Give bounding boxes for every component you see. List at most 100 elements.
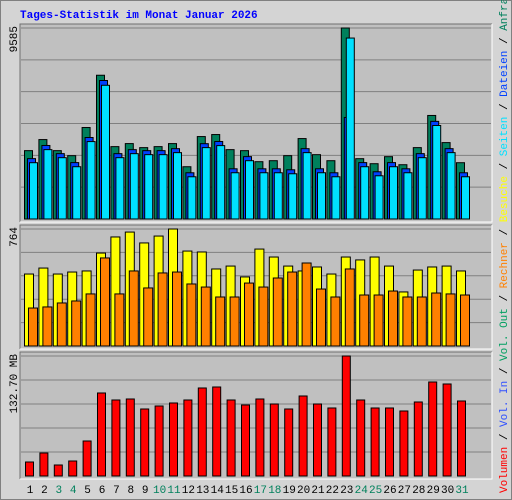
bar xyxy=(56,302,67,347)
bar xyxy=(101,84,110,220)
bar xyxy=(39,452,49,477)
panel-border xyxy=(20,352,493,480)
x-tick-label: 8 xyxy=(127,485,134,497)
x-tick-label: 7 xyxy=(113,485,120,497)
bar xyxy=(212,386,222,477)
legend-separator: / xyxy=(499,156,511,176)
bar xyxy=(183,399,193,477)
bar xyxy=(82,440,92,477)
bar xyxy=(172,271,182,347)
legend-item: Vol. In xyxy=(499,381,511,427)
panel-border xyxy=(19,224,492,349)
bar xyxy=(269,403,279,477)
panel-border xyxy=(19,23,492,222)
x-tick-label: 6 xyxy=(99,485,106,497)
bar xyxy=(259,172,269,220)
bar xyxy=(115,157,125,220)
x-tick-label: 13 xyxy=(196,485,209,497)
bar xyxy=(28,307,38,347)
y-tick-label: 132.70 MB xyxy=(9,354,21,414)
bar xyxy=(68,460,78,477)
bar xyxy=(128,270,139,347)
bar xyxy=(258,286,269,347)
bar xyxy=(43,149,53,220)
bar xyxy=(272,277,283,347)
x-tick-label: 18 xyxy=(268,485,281,497)
bar xyxy=(341,355,351,477)
bar xyxy=(288,173,298,220)
bar xyxy=(370,407,380,477)
bar xyxy=(373,294,384,347)
bar xyxy=(385,407,394,477)
x-tick-label: 4 xyxy=(70,485,77,497)
bar xyxy=(114,293,125,347)
bar xyxy=(229,296,240,347)
bar xyxy=(97,392,106,477)
bar xyxy=(53,464,63,477)
bar xyxy=(399,410,409,477)
bar xyxy=(416,296,427,347)
x-tick-label: 5 xyxy=(84,485,91,497)
panel-border xyxy=(20,24,493,223)
x-tick-label: 14 xyxy=(211,485,225,497)
x-tick-label: 27 xyxy=(398,485,411,497)
legend-item: Anfragen xyxy=(499,0,511,31)
bar xyxy=(158,154,168,220)
bar xyxy=(29,162,38,220)
x-tick-label: 24 xyxy=(355,485,369,497)
x-tick-label: 12 xyxy=(182,485,195,497)
legend-separator: / xyxy=(499,361,511,381)
bar xyxy=(187,176,197,220)
bar xyxy=(428,381,438,477)
bar xyxy=(284,408,294,477)
legend-item: Rechner xyxy=(499,242,511,288)
bar xyxy=(230,172,240,220)
bar xyxy=(100,257,110,347)
x-tick-label: 26 xyxy=(383,485,396,497)
bar xyxy=(457,400,466,477)
bar xyxy=(25,461,34,477)
x-tick-label: 17 xyxy=(254,485,267,497)
bar xyxy=(313,403,322,477)
bar xyxy=(403,172,413,220)
bar xyxy=(317,172,326,220)
bar xyxy=(388,290,398,347)
bar xyxy=(154,405,164,477)
bar xyxy=(389,166,398,220)
chart-title: Tages-Statistik im Monat Januar 2026 xyxy=(20,10,258,22)
x-tick-label: 1 xyxy=(27,485,34,497)
legend-item: Vol. Out xyxy=(499,308,511,361)
x-tick-label: 25 xyxy=(369,485,382,497)
legend-item: Volumen xyxy=(499,447,511,493)
bar xyxy=(215,296,226,347)
bar xyxy=(157,272,168,347)
bar xyxy=(432,125,442,220)
bar xyxy=(360,166,370,220)
legend-item: Dateien xyxy=(499,51,511,97)
legend-item: Seiten xyxy=(499,117,511,157)
bar xyxy=(345,37,355,220)
panel-border xyxy=(20,225,493,350)
bar xyxy=(460,294,470,347)
bar xyxy=(216,145,226,220)
bar xyxy=(359,294,370,347)
legend-separator: / xyxy=(499,97,511,117)
bar xyxy=(173,152,182,220)
bar xyxy=(169,402,178,477)
bar xyxy=(245,160,254,220)
x-tick-label: 29 xyxy=(427,485,440,497)
bar xyxy=(85,293,96,347)
bar xyxy=(302,152,312,220)
bar xyxy=(255,398,265,477)
x-tick-label: 20 xyxy=(297,485,310,497)
bar xyxy=(374,175,384,220)
bar xyxy=(331,176,341,220)
bar xyxy=(42,306,53,347)
x-tick-label: 15 xyxy=(225,485,238,497)
bar xyxy=(57,157,67,220)
x-tick-label: 11 xyxy=(167,485,181,497)
bar xyxy=(200,286,211,347)
bar xyxy=(111,399,121,477)
y-tick-label: 764 xyxy=(9,227,21,247)
